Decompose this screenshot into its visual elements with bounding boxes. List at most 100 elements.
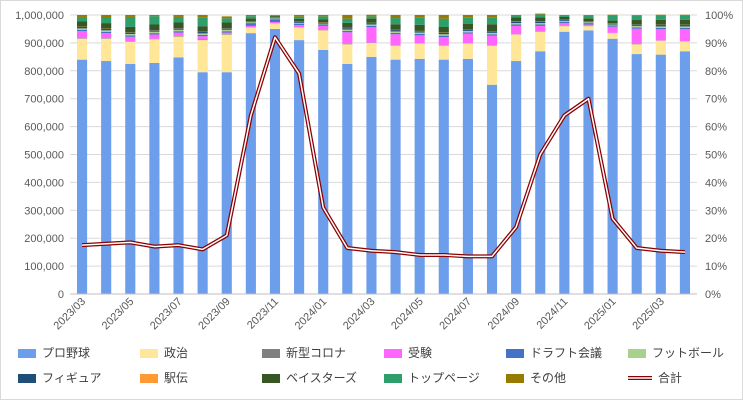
legend-swatch [18, 374, 36, 383]
legend-swatch [262, 349, 280, 358]
bar-segment [318, 16, 328, 19]
bar-segment [439, 19, 449, 27]
bar-segment [656, 25, 666, 26]
bar-segment [366, 27, 376, 42]
bar-segment [583, 24, 593, 25]
bar-segment [270, 22, 280, 23]
bar-segment [342, 30, 352, 31]
legend-label: 受験 [408, 345, 432, 360]
bar-segment [198, 36, 208, 39]
bar-segment [222, 31, 232, 32]
bar-segment [318, 19, 328, 22]
bar-segment [463, 30, 473, 31]
bar-segment [173, 28, 183, 29]
bar-segment [608, 39, 618, 294]
legend-swatch [628, 349, 646, 358]
bar-segment [342, 28, 352, 29]
bar-segment [270, 29, 280, 294]
legend-swatch [140, 349, 158, 358]
bar-segment [463, 34, 473, 43]
bar-segment [149, 32, 159, 33]
bar-segment [511, 22, 521, 23]
bar-segment [270, 23, 280, 29]
bar-segment [366, 26, 376, 27]
bar-segment [173, 15, 183, 17]
legend-label: 合計 [658, 370, 682, 385]
left-tick-label: 100,000 [24, 261, 64, 273]
bar-segment [294, 19, 304, 22]
legend-label: プロ野球 [42, 346, 90, 360]
bar-segment [656, 28, 666, 29]
bar-segment [632, 29, 642, 44]
bar-segment [77, 39, 87, 60]
bar-segment [415, 18, 425, 25]
legend-label: 新型コロナ [286, 345, 346, 360]
bar-segment [535, 51, 545, 294]
left-tick-label: 700,000 [24, 94, 64, 106]
bar-segment [439, 33, 449, 34]
bar-segment [125, 42, 135, 64]
bar-segment [656, 16, 666, 20]
bar-segment [632, 26, 642, 27]
bar-segment [366, 15, 376, 17]
bar-segment [125, 34, 135, 35]
bar-segment [149, 15, 159, 16]
bar-segment [680, 16, 690, 20]
bar-segment [294, 23, 304, 24]
right-tick-label: 10% [705, 261, 727, 273]
bar-segment [270, 19, 280, 22]
bar-segment [559, 17, 569, 20]
bar-segment [222, 72, 232, 294]
bar-segment [463, 17, 473, 23]
bar-segment [222, 28, 232, 29]
bar-segment [198, 15, 208, 17]
bar-segment [656, 41, 666, 55]
bar-segment [415, 33, 425, 34]
bar-segment [149, 16, 159, 24]
bar-segment [415, 34, 425, 35]
bar-segment [125, 64, 135, 294]
legend-swatch [506, 349, 524, 358]
bar-segment [173, 30, 183, 31]
bar-segment [559, 23, 569, 26]
bar-segment [246, 23, 256, 26]
bar-segment [270, 18, 280, 19]
bar-segment [173, 36, 183, 37]
bar-segment [656, 15, 666, 16]
left-tick-label: 0 [58, 289, 64, 301]
left-tick-label: 600,000 [24, 122, 64, 134]
bar-segment [246, 15, 256, 16]
bar-segment [608, 33, 618, 39]
right-tick-label: 30% [705, 205, 727, 217]
bar-segment [222, 33, 232, 34]
bar-segment [439, 36, 449, 37]
bar-segment [342, 19, 352, 23]
bar-segment [101, 15, 111, 18]
legend-swatch [506, 374, 524, 383]
bar-segment [439, 27, 449, 33]
bar-segment [439, 15, 449, 19]
legend-label: トップページ [408, 371, 480, 385]
bar-segment [680, 26, 690, 27]
bar-segment [294, 15, 304, 17]
bar-segment [559, 26, 569, 32]
bar-segment [125, 41, 135, 42]
bar-segment [77, 30, 87, 31]
bar-segment [511, 61, 521, 294]
bar-segment [246, 22, 256, 23]
bar-segment [149, 63, 159, 294]
left-tick-label: 300,000 [24, 205, 64, 217]
bar-segment [101, 29, 111, 30]
bar-segment [680, 51, 690, 294]
bar-segment [125, 15, 135, 17]
bar-segment [680, 20, 690, 25]
bar-segment [559, 22, 569, 23]
bar-segment [608, 24, 618, 25]
legend-label: その他 [530, 371, 566, 385]
bar-segment [559, 21, 569, 22]
bar-segment [583, 18, 593, 21]
bar-segment [439, 34, 449, 35]
bar-segment [390, 46, 400, 60]
bar-segment [318, 50, 328, 294]
left-tick-label: 800,000 [24, 66, 64, 78]
